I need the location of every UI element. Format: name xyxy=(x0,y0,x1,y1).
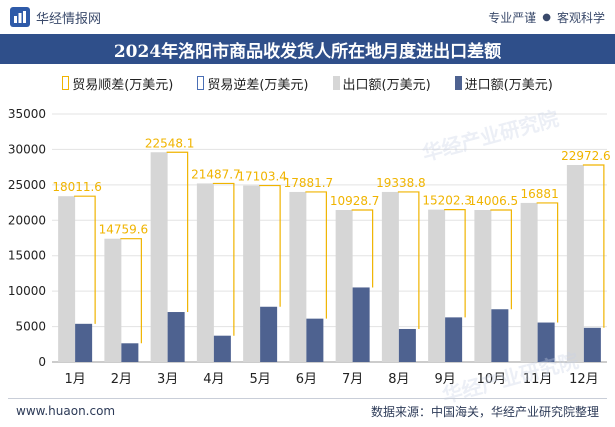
chart-plot: 0 5000 10000 15000 20000 25000 30000 35000 18011… xyxy=(8,107,611,387)
export-bar xyxy=(428,209,446,362)
y-tick-label: 15000 xyxy=(8,249,46,263)
export-bar xyxy=(243,185,261,362)
brand: 华经情报网 xyxy=(10,7,101,27)
surplus-data-label: 14759.6 xyxy=(99,223,149,237)
surplus-data-label: 10928.7 xyxy=(330,194,380,208)
y-tick-label: 10000 xyxy=(8,284,46,298)
surplus-data-label: 22548.1 xyxy=(145,136,195,150)
export-bar xyxy=(566,165,584,362)
surplus-bracket xyxy=(305,191,327,319)
chart-title-bar: 2024年洛阳市商品收发货人所在地月度进出口差额 xyxy=(0,34,615,64)
x-tick-label: 2月 xyxy=(111,372,132,387)
x-tick-label: 8月 xyxy=(388,372,409,387)
surplus-bracket xyxy=(490,209,512,310)
surplus-data-label: 21487.7 xyxy=(191,167,241,181)
surplus-data-label: 14006.5 xyxy=(469,194,519,208)
footer-divider xyxy=(8,398,607,399)
import-bar xyxy=(491,309,509,362)
legend-item-deficit: 贸易逆差(万美元) xyxy=(197,74,309,93)
surplus-bracket xyxy=(397,191,420,329)
y-tick-label: 20000 xyxy=(8,213,46,227)
footer-source: 数据来源：中国海关，华经产业研究院整理 xyxy=(370,404,599,419)
legend-item-export: 出口额(万美元) xyxy=(332,74,431,93)
x-tick-label: 5月 xyxy=(249,372,270,387)
y-tick-label: 5000 xyxy=(15,320,46,334)
import-bar xyxy=(306,318,324,362)
export-bar xyxy=(335,210,353,362)
site-name: 华经情报网 xyxy=(36,11,102,27)
import-bar xyxy=(213,335,231,362)
legend-label-import: 进口额(万美元) xyxy=(464,77,553,93)
import-bar xyxy=(445,317,463,362)
import-bar xyxy=(121,343,139,362)
footer-url[interactable]: www.huaon.com xyxy=(16,404,116,418)
surplus-data-label: 16881 xyxy=(521,187,559,201)
legend-swatch-deficit xyxy=(197,76,205,90)
slogan-left: 专业严谨 xyxy=(488,10,537,25)
import-bar xyxy=(583,327,601,362)
surplus-bracket xyxy=(120,238,142,344)
legend-label-deficit: 贸易逆差(万美元) xyxy=(207,77,309,93)
import-bar xyxy=(167,312,185,362)
surplus-data-label: 22972.6 xyxy=(561,149,611,163)
footer: www.huaon.com 数据来源：中国海关，华经产业研究院整理 xyxy=(0,400,615,422)
legend-item-surplus: 贸易顺差(万美元) xyxy=(62,74,174,93)
import-bar xyxy=(75,323,93,362)
x-tick-label: 3月 xyxy=(157,372,178,387)
legend-label-surplus: 贸易顺差(万美元) xyxy=(72,77,174,93)
x-tick-label: 4月 xyxy=(203,372,224,387)
surplus-bracket xyxy=(536,202,559,323)
legend-swatch-import xyxy=(454,76,462,90)
surplus-bracket xyxy=(74,195,96,324)
y-tick-label: 25000 xyxy=(8,178,46,192)
chart-title: 2024年洛阳市商品收发货人所在地月度进出口差额 xyxy=(113,41,502,62)
export-bar xyxy=(520,202,538,362)
logo-icon xyxy=(10,7,30,27)
y-tick-label: 0 xyxy=(38,355,46,369)
import-bar xyxy=(260,306,278,362)
surplus-data-label: 17103.4 xyxy=(237,170,287,184)
import-bar xyxy=(352,287,370,362)
surplus-bracket xyxy=(444,209,466,318)
x-tick-label: 9月 xyxy=(434,372,455,387)
x-tick-label: 11月 xyxy=(523,372,553,387)
surplus-data-label: 17881.7 xyxy=(284,176,334,190)
surplus-bracket xyxy=(351,209,374,288)
import-bar xyxy=(537,322,555,362)
chart-legend: 贸易顺差(万美元) 贸易逆差(万美元) 出口额(万美元) 进口额(万美元) xyxy=(0,74,615,93)
top-bar: 华经情报网 专业严谨 ● 客观科学 xyxy=(0,0,615,34)
export-bar xyxy=(289,191,307,362)
y-tick-label: 30000 xyxy=(8,142,46,156)
legend-label-export: 出口额(万美元) xyxy=(342,77,431,93)
x-tick-label: 6月 xyxy=(296,372,317,387)
x-tick-label: 1月 xyxy=(64,372,85,387)
x-tick-label: 12月 xyxy=(569,372,599,387)
surplus-bracket xyxy=(582,164,605,328)
surplus-data-label: 19338.8 xyxy=(376,176,426,190)
import-bar xyxy=(398,328,416,362)
y-tick-label: 35000 xyxy=(8,107,46,121)
surplus-data-label: 15202.3 xyxy=(422,194,472,208)
surplus-bracket xyxy=(259,184,281,307)
export-bar xyxy=(196,183,214,362)
x-tick-label: 10月 xyxy=(477,372,507,387)
export-bar xyxy=(474,210,492,362)
slogan-dot: ● xyxy=(542,11,551,23)
export-bar xyxy=(104,238,122,362)
legend-swatch-export xyxy=(332,76,340,90)
legend-item-import: 进口额(万美元) xyxy=(454,74,553,93)
export-bar xyxy=(150,152,168,362)
export-bar xyxy=(381,191,399,362)
surplus-data-label: 18011.6 xyxy=(52,180,102,194)
legend-swatch-surplus xyxy=(62,76,70,90)
export-bar xyxy=(58,196,76,362)
slogan-right: 客观科学 xyxy=(556,10,605,25)
surplus-bracket xyxy=(212,182,235,336)
x-tick-label: 7月 xyxy=(342,372,363,387)
surplus-bracket xyxy=(166,151,189,313)
slogan: 专业严谨 ● 客观科学 xyxy=(488,9,605,26)
